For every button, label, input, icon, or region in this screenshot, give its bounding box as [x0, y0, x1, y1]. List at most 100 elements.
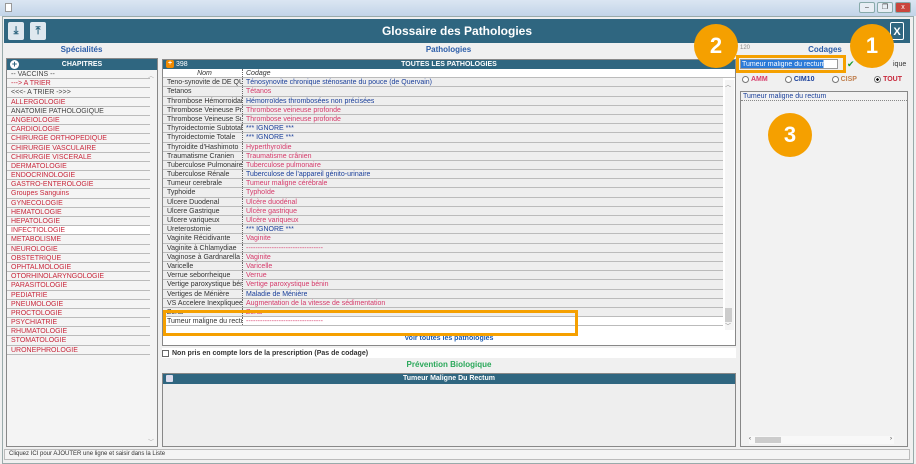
pathologie-row[interactable]: Tuberculose Pulmonaire Tuberculose pulmon… [163, 160, 723, 171]
annotation-marker-2: 2 [694, 24, 738, 68]
radio-tout[interactable]: TOUT [874, 76, 902, 83]
pathologie-row[interactable]: Vaginite Récidivante Vaginite [163, 234, 723, 244]
chapitre-item[interactable]: RHUMATOLOGIE [7, 327, 150, 337]
pathologie-nom: Vertiges de Ménière [163, 289, 243, 298]
horizontal-scrollbar[interactable]: ‹ › [749, 436, 894, 444]
pathologie-row[interactable]: Ulcere variqueux Ulcère variqueux [163, 216, 723, 226]
pathologie-row[interactable]: Vaginose à Gardnarella Vaginite [163, 252, 723, 262]
chapitre-item[interactable]: ---> A TRIER [7, 79, 150, 89]
pathologie-nom: Varicelle [163, 261, 243, 271]
pathologie-row[interactable]: Tuberculose Rénale Tuberculose de l'appar… [163, 170, 723, 180]
pathologie-row[interactable]: Ulcere Duodenal Ulcère duodénal [163, 197, 723, 207]
save-down-icon[interactable]: ⤓ [8, 22, 24, 40]
scroll-thumb[interactable] [725, 308, 732, 322]
pathologie-row[interactable]: Teno-synovite de DE QUERVAINTénosynovite… [163, 78, 723, 88]
chapitre-item[interactable]: METABOLISME [7, 235, 150, 245]
pathologie-row[interactable]: Varicelle Varicelle [163, 261, 723, 272]
chapitre-item[interactable]: URONEPHROLOGIE [7, 346, 150, 355]
voir-toutes-link[interactable]: Voir toutes les pathologies [404, 335, 494, 342]
chapitre-item[interactable]: CHIRURGIE VASCULAIRE [7, 144, 150, 153]
pathologie-row[interactable]: Vertige paroxystique bénin Vertige paroxy… [163, 280, 723, 290]
pathologie-row[interactable]: Ureterostomie *** IGNORE *** [163, 225, 723, 235]
chapitre-item[interactable]: DERMATOLOGIE [7, 162, 150, 172]
pathologie-nom: Vaginite Récidivante [163, 234, 243, 243]
chapitre-item[interactable]: STOMATOLOGIE [7, 336, 150, 346]
radio-label: CIM10 [793, 76, 815, 83]
pas-de-codage-checkbox[interactable] [162, 349, 169, 357]
chapitre-item[interactable]: ENDOCRINOLOGIE [7, 171, 150, 181]
status-bar[interactable]: Cliquez ICI pour AJOUTER une ligne et sa… [4, 449, 910, 460]
radio-label: CISP [840, 76, 857, 83]
pathologie-codage: *** IGNORE *** [246, 134, 294, 142]
chapitre-item[interactable]: HEPATOLOGIE [7, 217, 150, 227]
chapitre-item[interactable]: CHIRURGE ORTHOPEDIQUE [7, 134, 150, 144]
radio-cisp[interactable]: CISP [831, 76, 857, 83]
col-codage[interactable]: Codage [246, 70, 271, 77]
chapitre-item[interactable]: PNEUMOLOGIE [7, 300, 150, 309]
codage-search-input[interactable] [740, 59, 838, 69]
minimize-button[interactable]: – [859, 2, 875, 13]
pathologies-count: 398 [176, 61, 188, 68]
codages-count: 120 [740, 45, 751, 51]
chapitre-item[interactable]: ALLERGOLOGIE [7, 98, 150, 107]
pathologies-scrollbar[interactable]: ︿ ﹀ [725, 80, 734, 330]
chapitre-item[interactable]: GASTRO-ENTEROLOGIE [7, 180, 150, 190]
prevention-icon[interactable] [166, 375, 173, 382]
add-pathologie-icon[interactable]: + [166, 60, 174, 68]
pathologie-nom: Tumeur maligne du rectum [163, 317, 243, 326]
chapitre-item[interactable]: HEMATOLOGIE [7, 208, 150, 217]
radio-circle-icon [784, 76, 792, 83]
pathologie-row[interactable]: Typhoide Typhoïde [163, 188, 723, 198]
pathologie-row[interactable]: Thyroidectomie Subtotale *** IGNORE *** [163, 124, 723, 134]
chapitre-item[interactable]: -- VACCINS -- [7, 70, 150, 80]
radio-cim10[interactable]: CIM10 [784, 76, 815, 83]
chapitre-item[interactable]: PEDIATRIE [7, 291, 150, 300]
chapitre-item[interactable]: NEUROLOGIE [7, 245, 150, 254]
codage-result-item[interactable]: Tumeur maligne du rectum [741, 92, 907, 101]
chapitre-item[interactable]: CARDIOLOGIE [7, 125, 150, 135]
chapitre-item[interactable]: Groupes Sanguins [7, 189, 150, 199]
chapitre-item[interactable]: PARASITOLOGIE [7, 281, 150, 291]
chapitre-item[interactable]: CHIRURGIE VISCERALE [7, 153, 150, 162]
partial-label: ique [893, 61, 907, 68]
pathologie-row[interactable]: Tumeur cerebrale Tumeur maligne cérébrale [163, 179, 723, 189]
pathologie-codage: Hémorroïdes thrombosées non précisées [246, 97, 375, 105]
col-nom[interactable]: Nom [163, 69, 243, 78]
chapitre-item[interactable]: <<<- A TRIER ->>> [7, 88, 150, 98]
left-scrollbar[interactable]: ︿ ﹀ [148, 74, 155, 446]
pathologie-row[interactable]: Tetanos Tétanos [163, 87, 723, 97]
pathologie-codage: Vaginite [246, 235, 271, 243]
pathologie-row[interactable]: Verrue seborrheique Verrue [163, 271, 723, 281]
specialites-title: Spécialités [60, 45, 103, 54]
chapitre-item[interactable]: INFECTIOLOGIE [7, 226, 150, 236]
pathologie-codage: Ténosynovite chronique sténosante du pou… [246, 79, 433, 87]
chapitre-item[interactable]: PROCTOLOGIE [7, 309, 150, 319]
codage-filter-radios: AMM CIM10 CISP TOUT [742, 76, 902, 83]
validate-check-icon[interactable]: ✔ [847, 59, 855, 69]
pathologie-row[interactable]: Thrombose Veineuse ProfondeThrombose vei… [163, 105, 723, 115]
pathologie-row[interactable]: Ulcere Gastrique Ulcère gastrique [163, 206, 723, 216]
chapitre-item[interactable]: OTORHINOLARYNGOLOGIE [7, 272, 150, 282]
restore-button[interactable]: ❐ [877, 2, 893, 13]
pathologie-row[interactable]: Thyroidite d'Hashimoto Hyperthyroïdie [163, 142, 723, 152]
pathologie-row[interactable]: Traumatisme Cranien Traumatisme crânien [163, 151, 723, 161]
pathologie-row[interactable]: Vaginite à Chlamydiae -------------------… [163, 243, 723, 253]
chapitre-item[interactable]: GYNECOLOGIE [7, 199, 150, 208]
chapitre-item[interactable]: ANGEIOLOGIE [7, 116, 150, 126]
pathologie-row[interactable]: Thrombose Hémorroidaire Hémorroïdes throm… [163, 96, 723, 106]
chapitre-item[interactable]: ANATOMIE PATHOLOGIQUE [7, 107, 150, 116]
pathologie-row[interactable]: VS Accelere Inexpliquee Augmentation de l… [163, 298, 723, 308]
close-icon[interactable]: X [890, 22, 904, 40]
pathologie-row[interactable]: Vertiges de Ménière Maladie de Ménière [163, 289, 723, 299]
pathologie-row[interactable]: Thrombose Veineuse SuperficielleThrombos… [163, 114, 723, 125]
chapitre-item[interactable]: PSYCHIATRIE [7, 318, 150, 328]
chapitres-header: + CHAPITRES [7, 59, 157, 70]
add-icon[interactable]: + [10, 59, 19, 69]
radio-amm[interactable]: AMM [742, 76, 768, 83]
save-up-icon[interactable]: ⤒ [30, 22, 46, 40]
chapitre-item[interactable]: OPHTALMOLOGIE [7, 263, 150, 273]
chapitre-item[interactable]: OBSTETRIQUE [7, 254, 150, 263]
pathologie-row[interactable]: Thyroidectomie Totale *** IGNORE *** [163, 133, 723, 143]
os-close-button[interactable]: x [895, 2, 911, 13]
pathologie-row[interactable]: Tumeur maligne du rectum ----------------… [163, 317, 723, 327]
